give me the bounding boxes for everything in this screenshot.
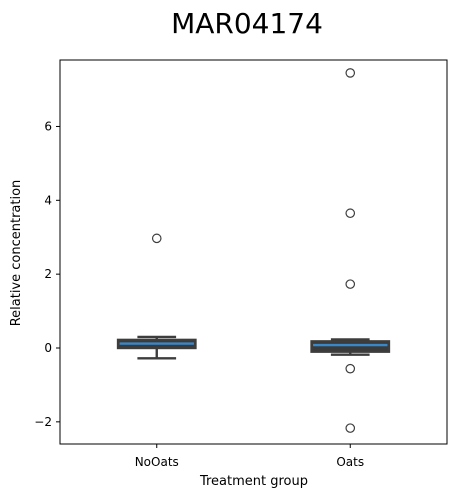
y-tick-label: 0 — [44, 341, 52, 355]
x-tick-label: NoOats — [135, 455, 179, 469]
box-iqr — [310, 340, 391, 353]
y-axis-label: Relative concentration — [9, 180, 24, 327]
x-tick-label: Oats — [336, 455, 364, 469]
y-tick-label: 4 — [44, 193, 52, 207]
y-tick-label: 2 — [44, 267, 52, 281]
axes-frame — [59, 59, 448, 445]
plot-area: −2 0 2 4 6 NoOats Oats — [34, 68, 391, 469]
outlier-point — [345, 208, 356, 219]
x-axis-label: Treatment group — [199, 474, 308, 489]
outlier-point — [345, 363, 356, 374]
outlier-point — [345, 423, 356, 433]
outlier-point — [151, 233, 162, 244]
outlier-point — [345, 68, 356, 78]
outlier-point — [345, 279, 356, 289]
y-tick-label: 6 — [44, 119, 52, 133]
y-tick-label: −2 — [34, 415, 52, 429]
chart-title: MAR04174 — [171, 7, 323, 40]
